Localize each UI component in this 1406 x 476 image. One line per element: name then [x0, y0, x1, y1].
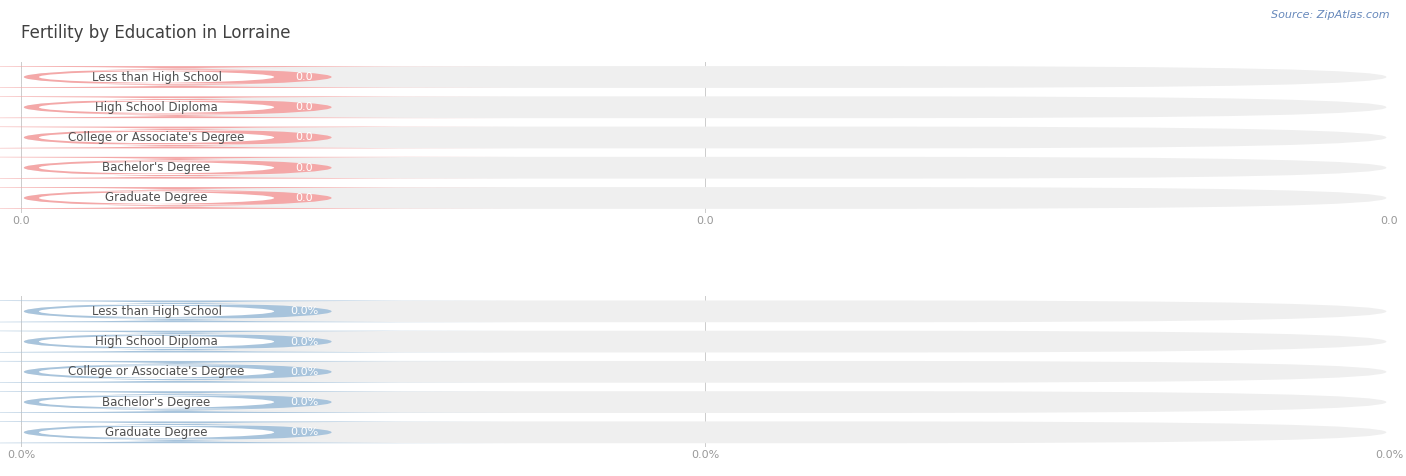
FancyBboxPatch shape	[24, 66, 1386, 88]
FancyBboxPatch shape	[24, 300, 1386, 322]
Text: 0.0: 0.0	[295, 132, 314, 142]
Text: 0.0: 0.0	[295, 193, 314, 203]
FancyBboxPatch shape	[0, 395, 367, 409]
FancyBboxPatch shape	[0, 391, 516, 413]
Text: High School Diploma: High School Diploma	[96, 335, 218, 348]
Text: Graduate Degree: Graduate Degree	[105, 426, 208, 439]
FancyBboxPatch shape	[0, 66, 516, 88]
FancyBboxPatch shape	[24, 361, 1386, 383]
FancyBboxPatch shape	[0, 331, 516, 353]
FancyBboxPatch shape	[0, 421, 516, 443]
FancyBboxPatch shape	[24, 187, 1386, 209]
FancyBboxPatch shape	[0, 100, 367, 115]
Text: Bachelor's Degree: Bachelor's Degree	[103, 396, 211, 408]
Text: College or Associate's Degree: College or Associate's Degree	[69, 366, 245, 378]
FancyBboxPatch shape	[24, 127, 1386, 149]
FancyBboxPatch shape	[0, 300, 516, 322]
Text: 0.0: 0.0	[295, 163, 314, 173]
FancyBboxPatch shape	[0, 361, 516, 383]
Text: 0.0%: 0.0%	[290, 397, 318, 407]
Text: Less than High School: Less than High School	[91, 70, 222, 83]
FancyBboxPatch shape	[0, 127, 516, 149]
FancyBboxPatch shape	[0, 334, 367, 349]
FancyBboxPatch shape	[24, 391, 1386, 413]
FancyBboxPatch shape	[24, 421, 1386, 443]
Text: 0.0: 0.0	[295, 72, 314, 82]
FancyBboxPatch shape	[24, 331, 1386, 353]
Text: 0.0%: 0.0%	[290, 307, 318, 317]
Text: Fertility by Education in Lorraine: Fertility by Education in Lorraine	[21, 24, 291, 42]
Text: Less than High School: Less than High School	[91, 305, 222, 318]
FancyBboxPatch shape	[0, 130, 367, 145]
Text: Source: ZipAtlas.com: Source: ZipAtlas.com	[1271, 10, 1389, 20]
Text: Graduate Degree: Graduate Degree	[105, 191, 208, 205]
FancyBboxPatch shape	[0, 365, 367, 379]
Text: High School Diploma: High School Diploma	[96, 101, 218, 114]
Text: 0.0: 0.0	[295, 102, 314, 112]
FancyBboxPatch shape	[0, 70, 367, 84]
FancyBboxPatch shape	[24, 157, 1386, 178]
FancyBboxPatch shape	[0, 187, 516, 209]
FancyBboxPatch shape	[0, 157, 516, 178]
FancyBboxPatch shape	[0, 160, 367, 175]
FancyBboxPatch shape	[0, 191, 367, 205]
Text: 0.0%: 0.0%	[290, 337, 318, 347]
FancyBboxPatch shape	[24, 96, 1386, 118]
FancyBboxPatch shape	[0, 96, 516, 118]
Text: 0.0%: 0.0%	[290, 427, 318, 437]
Text: Bachelor's Degree: Bachelor's Degree	[103, 161, 211, 174]
FancyBboxPatch shape	[0, 304, 367, 318]
FancyBboxPatch shape	[0, 425, 367, 439]
Text: 0.0%: 0.0%	[290, 367, 318, 377]
Text: College or Associate's Degree: College or Associate's Degree	[69, 131, 245, 144]
